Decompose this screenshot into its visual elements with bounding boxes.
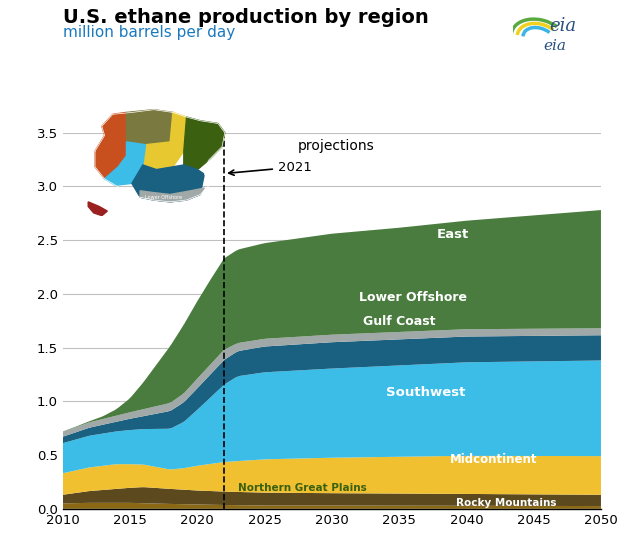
Text: Gulf Coast: Gulf Coast [363, 315, 435, 328]
Text: U.S. ethane production by region: U.S. ethane production by region [63, 8, 428, 27]
Text: million barrels per day: million barrels per day [63, 25, 235, 40]
Text: Lower Offshore: Lower Offshore [359, 291, 466, 304]
Polygon shape [126, 109, 173, 145]
Text: Midcontinent: Midcontinent [449, 453, 537, 466]
Text: eia: eia [543, 39, 566, 53]
Polygon shape [132, 165, 204, 202]
Text: Lower Offshore: Lower Offshore [145, 195, 182, 200]
Polygon shape [88, 202, 107, 216]
Polygon shape [184, 117, 225, 170]
Polygon shape [140, 188, 204, 202]
Polygon shape [95, 112, 126, 179]
Text: Southwest: Southwest [386, 386, 466, 399]
Text: eia: eia [549, 17, 576, 35]
Text: East: East [437, 228, 469, 241]
Text: 2021: 2021 [228, 160, 312, 175]
Text: projections: projections [298, 139, 375, 153]
Text: Rocky Mountains: Rocky Mountains [456, 498, 557, 508]
Polygon shape [143, 112, 187, 170]
Polygon shape [105, 142, 146, 185]
Text: Northern Great Plains: Northern Great Plains [237, 483, 366, 493]
Text: history: history [120, 139, 167, 153]
